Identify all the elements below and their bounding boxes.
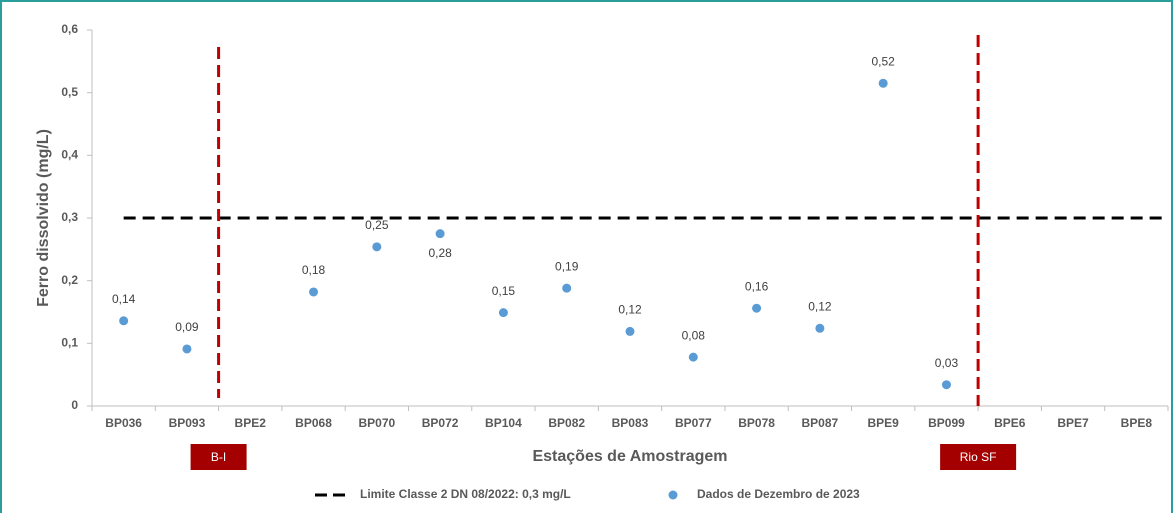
x-tick-label: BP068 [295, 416, 332, 430]
legend-label: Limite Classe 2 DN 08/2022: 0,3 mg/L [360, 487, 571, 501]
divider-label-box [190, 444, 247, 470]
x-tick-label: BPE9 [867, 416, 899, 430]
data-point [752, 303, 762, 313]
data-label: 0,12 [808, 299, 832, 313]
y-tick-label: 0,6 [61, 22, 78, 36]
x-tick-label: BP036 [105, 416, 142, 430]
x-tick-label: BP077 [675, 416, 712, 430]
data-point [878, 78, 888, 88]
legend-marker [668, 490, 678, 500]
y-tick-label: 0,5 [61, 85, 78, 99]
data-label: 0,19 [555, 259, 579, 273]
divider-label: B-I [211, 450, 226, 464]
data-label: 0,16 [745, 279, 769, 293]
data-label: 0,25 [365, 218, 389, 232]
data-point [498, 308, 508, 318]
data-label: 0,12 [618, 303, 642, 317]
x-tick-label: BP070 [358, 416, 395, 430]
x-tick-label: BPE2 [235, 416, 267, 430]
y-tick-label: 0,1 [61, 336, 78, 350]
data-point [435, 229, 445, 239]
x-tick-label: BP072 [422, 416, 459, 430]
data-point [182, 344, 192, 354]
data-point [688, 352, 698, 362]
data-label: 0,14 [112, 292, 136, 306]
data-point [625, 326, 635, 336]
data-label: 0,03 [935, 356, 959, 370]
data-label: 0,28 [428, 246, 452, 260]
y-tick-label: 0 [71, 398, 78, 412]
data-point [372, 242, 382, 252]
data-point [309, 287, 319, 297]
x-tick-label: BP082 [548, 416, 585, 430]
y-tick-label: 0,2 [61, 273, 78, 287]
x-tick-label: BP078 [738, 416, 775, 430]
x-tick-label: BPE6 [994, 416, 1026, 430]
data-label: 0,08 [682, 328, 706, 342]
x-tick-label: BP099 [928, 416, 965, 430]
y-tick-label: 0,4 [61, 148, 78, 162]
data-label: 0,15 [492, 284, 516, 298]
y-axis-title: Ferro dissolvido (mg/L) [35, 129, 52, 307]
x-tick-label: BP104 [485, 416, 522, 430]
x-tick-label: BP083 [612, 416, 649, 430]
data-label: 0,52 [871, 54, 895, 68]
data-label: 0,18 [302, 263, 326, 277]
data-point [119, 316, 129, 326]
divider-label: Rio SF [960, 450, 997, 464]
y-tick-label: 0,3 [61, 210, 78, 224]
data-label: 0,09 [175, 320, 199, 334]
x-axis-title: Estações de Amostragem [532, 448, 727, 465]
divider-label-box [940, 444, 1017, 470]
x-tick-label: BP093 [169, 416, 206, 430]
x-tick-label: BPE7 [1057, 416, 1089, 430]
data-point [815, 323, 825, 333]
x-tick-label: BP087 [802, 416, 839, 430]
data-point [941, 380, 951, 390]
x-tick-label: BPE8 [1121, 416, 1153, 430]
legend-label: Dados de Dezembro de 2023 [697, 487, 860, 501]
data-point [562, 283, 572, 293]
